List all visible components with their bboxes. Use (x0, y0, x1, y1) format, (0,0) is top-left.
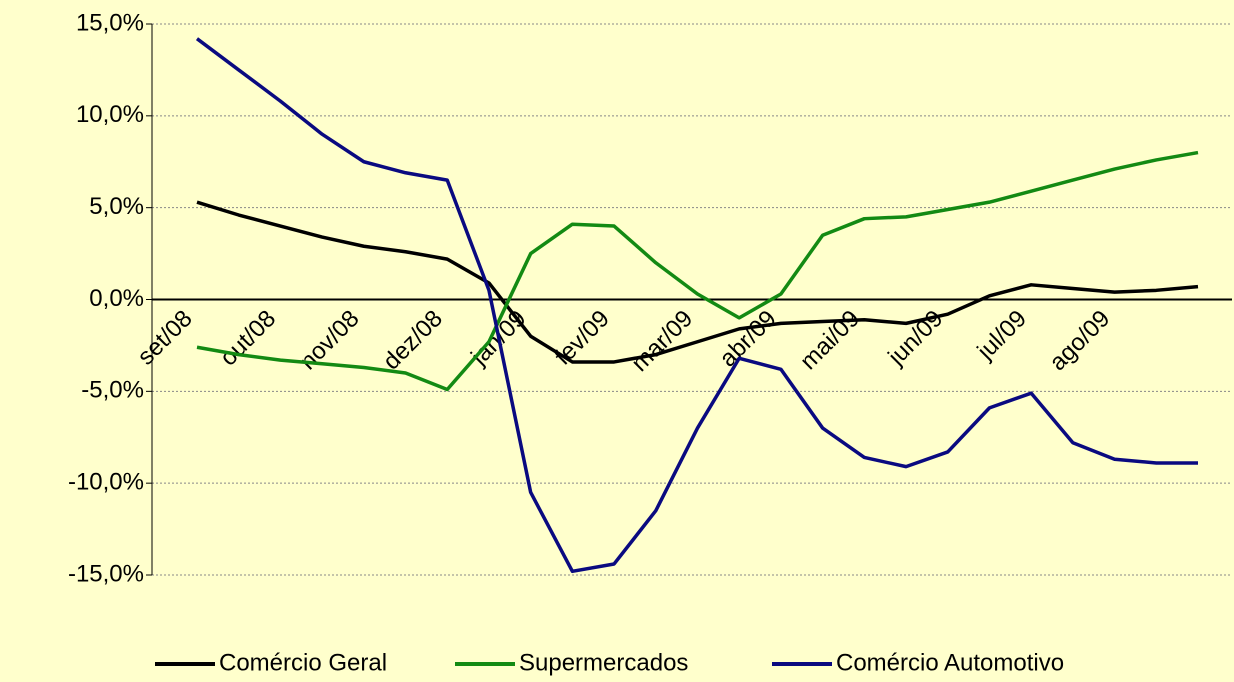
legend-label: Comércio Automotivo (836, 649, 1064, 676)
y-tick-label: 10,0% (76, 101, 144, 128)
y-tick-label: -5,0% (81, 377, 144, 404)
y-tick-label: -10,0% (68, 469, 144, 496)
x-tick-label: ago/09 (1044, 305, 1115, 376)
y-tick-label: 0,0% (89, 285, 144, 312)
series-line (196, 150, 1199, 392)
legend-label: Comércio Geral (219, 649, 387, 676)
y-tick-label: 5,0% (89, 193, 144, 220)
y-tick-label: -15,0% (68, 560, 144, 587)
x-tick-label: mar/09 (626, 305, 698, 377)
y-tick-label: 15,0% (76, 9, 144, 36)
x-tick-label: set/08 (132, 305, 197, 370)
series-line (196, 200, 1199, 364)
legend-label: Supermercados (519, 649, 688, 676)
x-tick-label: out/08 (215, 305, 281, 371)
x-tick-label: jul/09 (972, 305, 1032, 365)
x-tick-label: mai/09 (795, 305, 865, 375)
series-line (195, 37, 1198, 574)
x-tick-label: dez/08 (378, 305, 448, 375)
